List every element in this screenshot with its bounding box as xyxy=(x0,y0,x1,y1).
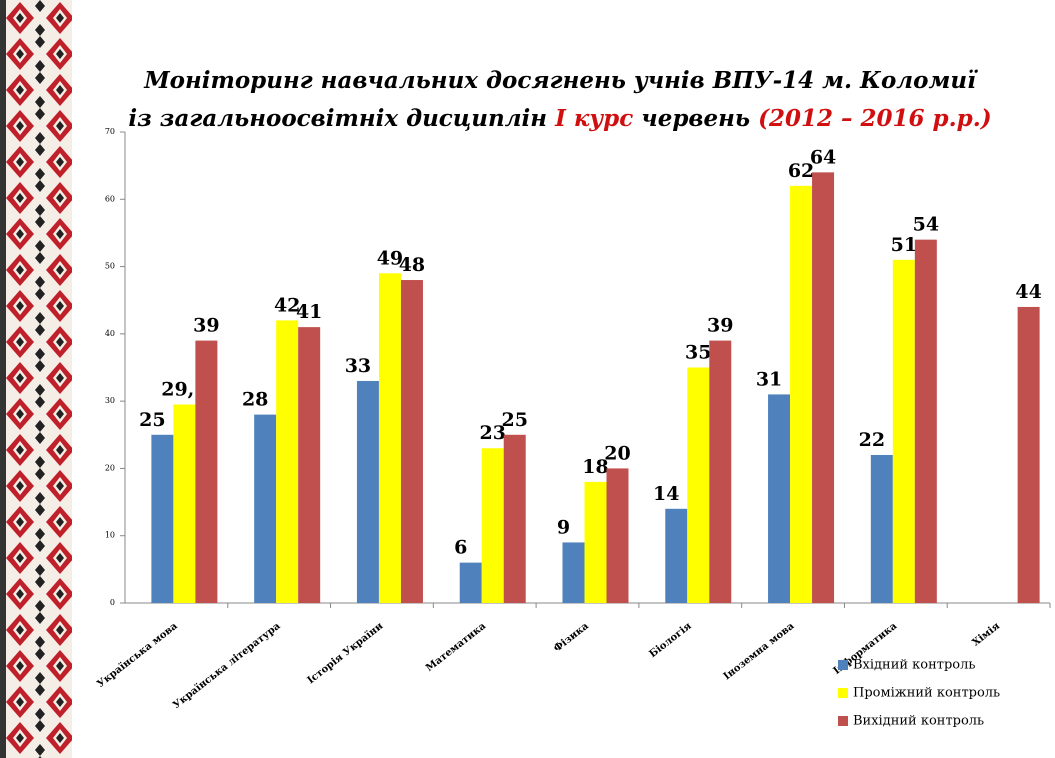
data-label: 35 xyxy=(685,342,711,364)
bar xyxy=(151,435,173,603)
ornament-border xyxy=(0,0,72,758)
bar xyxy=(401,280,423,603)
bar xyxy=(276,320,298,603)
legend-label: Вхідний контроль xyxy=(853,658,975,673)
bar xyxy=(607,468,629,603)
x-tick-label: Фізика xyxy=(552,620,591,654)
data-label: 44 xyxy=(1015,281,1041,303)
x-tick-label: Хімія xyxy=(970,620,1002,648)
bar xyxy=(709,341,731,603)
bar xyxy=(1018,307,1040,603)
title-part: із загальноосвітніх дисциплін xyxy=(128,105,555,132)
bar xyxy=(460,563,482,603)
bar xyxy=(173,405,195,603)
title-part: І курс xyxy=(554,105,633,132)
title-part: червень xyxy=(633,105,758,132)
bar xyxy=(812,172,834,603)
data-label: 31 xyxy=(756,368,782,390)
y-tick-label: 30 xyxy=(105,396,115,405)
bar xyxy=(790,186,812,603)
legend-label: Вихідний контроль xyxy=(853,714,984,729)
x-tick-label: Українська мова xyxy=(95,620,180,690)
bar xyxy=(563,542,585,603)
data-label: 64 xyxy=(810,146,836,168)
border-edge xyxy=(0,0,6,758)
data-label: 6 xyxy=(454,537,467,559)
bar xyxy=(871,455,893,603)
bar xyxy=(665,509,687,603)
data-label: 51 xyxy=(891,234,917,256)
x-tick-label: Історія України xyxy=(306,620,386,686)
data-label: 28 xyxy=(242,389,268,411)
legend-swatch xyxy=(838,660,848,670)
data-label: 22 xyxy=(859,429,885,451)
bar xyxy=(687,368,709,604)
y-tick-label: 50 xyxy=(105,262,115,271)
data-label: 25 xyxy=(501,409,527,431)
y-tick-label: 40 xyxy=(105,329,115,338)
legend-swatch xyxy=(838,688,848,698)
chart-title-line: із загальноосвітніх дисциплін І курс чер… xyxy=(128,105,991,132)
data-label: 54 xyxy=(913,214,939,236)
y-tick-label: 10 xyxy=(105,531,115,540)
data-label: 39 xyxy=(193,315,219,337)
title-part: Моніторинг навчальних досягнень учнів ВП… xyxy=(143,67,978,94)
bar xyxy=(585,482,607,603)
bar xyxy=(915,240,937,603)
bar xyxy=(504,435,526,603)
chart: Моніторинг навчальних досягнень учнів ВП… xyxy=(0,0,1055,758)
chart-title-line: Моніторинг навчальних досягнень учнів ВП… xyxy=(143,67,978,94)
bar xyxy=(357,381,379,603)
x-tick-label: Українська література xyxy=(171,620,283,711)
y-tick-label: 70 xyxy=(105,127,115,136)
data-label: 39 xyxy=(707,315,733,337)
y-tick-label: 20 xyxy=(105,463,115,472)
title-part: (2012 – 2016 р.р.) xyxy=(758,105,992,132)
x-tick-label: Математика xyxy=(424,620,488,674)
bar xyxy=(195,341,217,603)
legend-swatch xyxy=(838,716,848,726)
y-tick-label: 0 xyxy=(110,598,115,607)
data-label: 33 xyxy=(345,355,371,377)
bar xyxy=(768,394,790,603)
data-label: 9 xyxy=(557,516,570,538)
data-label: 48 xyxy=(399,254,425,276)
data-label: 41 xyxy=(296,301,322,323)
data-label: 20 xyxy=(604,442,630,464)
bar xyxy=(254,415,276,603)
bar xyxy=(893,260,915,603)
data-label: 25 xyxy=(139,409,165,431)
bar xyxy=(379,273,401,603)
data-label: 14 xyxy=(653,483,679,505)
x-tick-label: Біологія xyxy=(647,620,694,660)
legend-label: Проміжний контроль xyxy=(853,686,1000,701)
bar xyxy=(298,327,320,603)
bar xyxy=(482,448,504,603)
x-tick-label: Іноземна мова xyxy=(722,620,797,682)
y-tick-label: 60 xyxy=(105,194,115,203)
